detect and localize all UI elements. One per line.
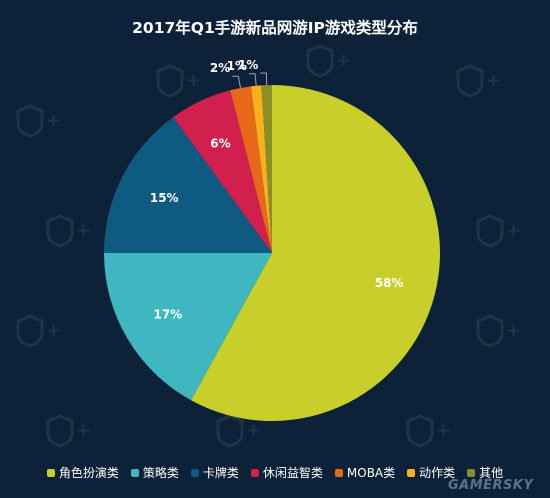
slice-label: 6%: [210, 137, 230, 151]
svg-text:+: +: [486, 70, 501, 91]
legend-label: 角色扮演类: [58, 466, 119, 480]
legend-label: 卡牌类: [202, 466, 239, 480]
legend-label: 策略类: [142, 466, 179, 480]
watermark-shield-icon: +: [46, 414, 91, 448]
legend-item: MOBA类: [334, 464, 396, 481]
gamersky-watermark: GAMERSKY: [448, 478, 534, 493]
slice-leader-line: [260, 72, 268, 86]
legend-swatch: [467, 468, 476, 477]
slice-label: 15%: [150, 191, 179, 205]
pie-slice: [250, 85, 272, 253]
legend-item: 角色扮演类: [46, 464, 119, 481]
watermark-shield-icon: +: [476, 214, 521, 248]
slice-label: 58%: [375, 276, 404, 290]
legend-swatch: [46, 468, 55, 477]
legend-item: 卡牌类: [190, 464, 239, 481]
slice-leader-line: [232, 75, 242, 89]
chart-legend: 角色扮演类 策略类 卡牌类 休闲益智类 MOBA类 动作类 其他: [0, 464, 550, 481]
legend-label: 动作类: [419, 466, 456, 480]
legend-label: 休闲益智类: [262, 466, 323, 480]
pie-slice: [173, 90, 272, 253]
legend-label: MOBA类: [346, 466, 396, 480]
legend-item: 休闲益智类: [250, 464, 323, 481]
chart-title: 2017年Q1手游新品网游IP游戏类型分布: [132, 19, 418, 37]
svg-text:+: +: [506, 320, 521, 341]
watermark-shield-icon: +: [216, 414, 261, 448]
watermark-shield-icon: +: [456, 64, 501, 98]
legend-swatch: [190, 468, 199, 477]
watermark-shield-icon: +: [476, 314, 521, 348]
watermark-shield-icon: +: [16, 104, 61, 138]
svg-text:+: +: [506, 220, 521, 241]
slice-label: 1%: [238, 58, 258, 72]
legend-swatch: [250, 468, 259, 477]
svg-text:+: +: [76, 220, 91, 241]
pie-slice: [104, 253, 272, 401]
svg-text:+: +: [76, 420, 91, 441]
legend-item: 策略类: [130, 464, 179, 481]
legend-swatch: [130, 468, 139, 477]
svg-text:+: +: [186, 70, 201, 91]
watermark-shield-icon: +: [156, 64, 201, 98]
svg-text:+: +: [46, 110, 61, 131]
pie-slice: [230, 86, 272, 253]
slice-label: 1%: [227, 59, 247, 73]
legend-swatch: [334, 468, 343, 477]
legend-label: 其他: [479, 466, 504, 480]
pie-slice: [261, 85, 272, 253]
watermark-shield-icon: +: [306, 44, 351, 78]
slice-label: 2%: [210, 61, 230, 75]
svg-text:+: +: [336, 50, 351, 71]
slice-label: 17%: [154, 308, 183, 322]
legend-item: 动作类: [407, 464, 455, 481]
legend-swatch: [407, 468, 416, 477]
legend-item: 其他: [467, 464, 503, 481]
svg-text:+: +: [436, 420, 451, 441]
watermark-shield-icon: +: [46, 214, 91, 248]
pie-slice: [191, 85, 440, 421]
watermark-shield-icon: +: [16, 314, 61, 348]
pie-slice: [104, 117, 272, 253]
slice-leader-line: [249, 73, 257, 86]
svg-text:+: +: [246, 420, 261, 441]
watermark-shield-icon: +: [406, 414, 451, 448]
svg-text:+: +: [46, 320, 61, 341]
